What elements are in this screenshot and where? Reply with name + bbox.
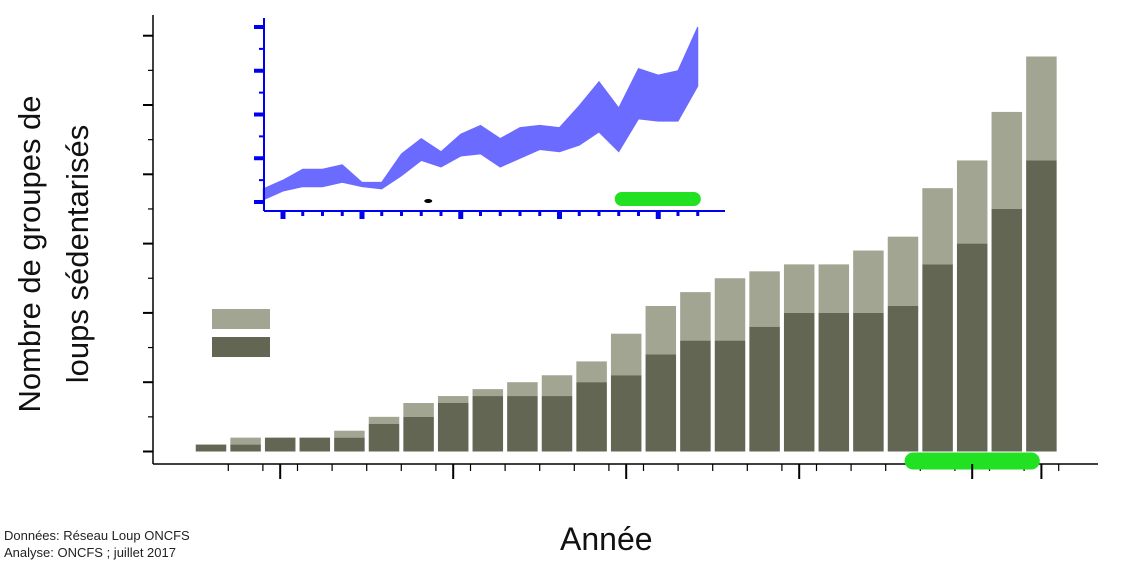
bar-meutes	[783, 312, 815, 452]
bar-autres	[783, 264, 815, 313]
bar-meutes	[818, 312, 850, 452]
bar-autres	[818, 264, 850, 313]
y-axis-title: Nombre de groupes de loups sédentarisés	[12, 95, 95, 412]
bar-autres	[541, 375, 573, 397]
bar-meutes	[991, 208, 1023, 452]
bar-meutes	[922, 264, 953, 452]
bar-meutes	[610, 375, 642, 452]
bar-autres	[922, 188, 953, 265]
bar-autres	[403, 402, 434, 417]
credits-analysis: Analyse: ONCFS ; juillet 2017	[4, 545, 176, 560]
bar-meutes	[714, 340, 746, 452]
bar-meutes	[437, 402, 469, 452]
bar-meutes	[541, 396, 573, 452]
inset-background	[180, 10, 735, 255]
legend-swatch-meutes	[212, 337, 270, 357]
x-axis-title: Année	[560, 521, 653, 557]
credits-data-source: Données: Réseau Loup ONCFS	[4, 528, 190, 543]
bar-autres	[853, 250, 884, 313]
bar-autres	[1026, 56, 1057, 161]
bar-autres	[576, 361, 607, 383]
population-range-band	[262, 26, 699, 201]
bar-meutes	[680, 340, 711, 452]
inset-area-chart	[180, 10, 735, 255]
bar-meutes	[887, 305, 919, 452]
bar-autres	[749, 271, 780, 327]
bar-autres	[334, 430, 365, 438]
bar-meutes	[230, 444, 261, 452]
bar-meutes	[299, 437, 331, 452]
bar-autres	[991, 111, 1023, 209]
bar-meutes	[749, 326, 780, 452]
bar-autres	[610, 333, 642, 376]
bar-autres	[507, 382, 538, 397]
bar-autres	[368, 416, 400, 424]
credits: Données: Réseau Loup ONCFS Analyse: ONCF…	[4, 527, 190, 561]
bar-meutes	[576, 382, 607, 452]
bar-autres	[956, 160, 988, 244]
bar-meutes	[368, 423, 400, 452]
bar-autres	[680, 292, 711, 341]
inset-marker	[424, 199, 433, 203]
y-axis-title-line2: loups sédentarisés	[60, 125, 95, 384]
bar-meutes	[264, 437, 296, 452]
y-axis-title-line1: Nombre de groupes de	[12, 95, 47, 412]
bar-autres	[437, 396, 469, 403]
main-bar-chart	[143, 15, 1098, 479]
bar-meutes	[645, 354, 677, 452]
bar-meutes	[507, 396, 538, 452]
bar-autres	[472, 389, 504, 397]
bar-meutes	[334, 437, 365, 452]
bar-autres	[714, 278, 746, 341]
bar-autres	[887, 236, 919, 306]
bar-meutes	[956, 243, 988, 452]
bar-meutes	[853, 312, 884, 452]
bar-autres	[645, 305, 677, 355]
legend-swatch-autres	[212, 309, 270, 329]
bar-meutes	[195, 444, 227, 452]
bar-meutes	[403, 416, 434, 452]
bar-meutes	[472, 396, 504, 452]
bar-autres	[230, 437, 261, 445]
bar-meutes	[1026, 160, 1057, 452]
